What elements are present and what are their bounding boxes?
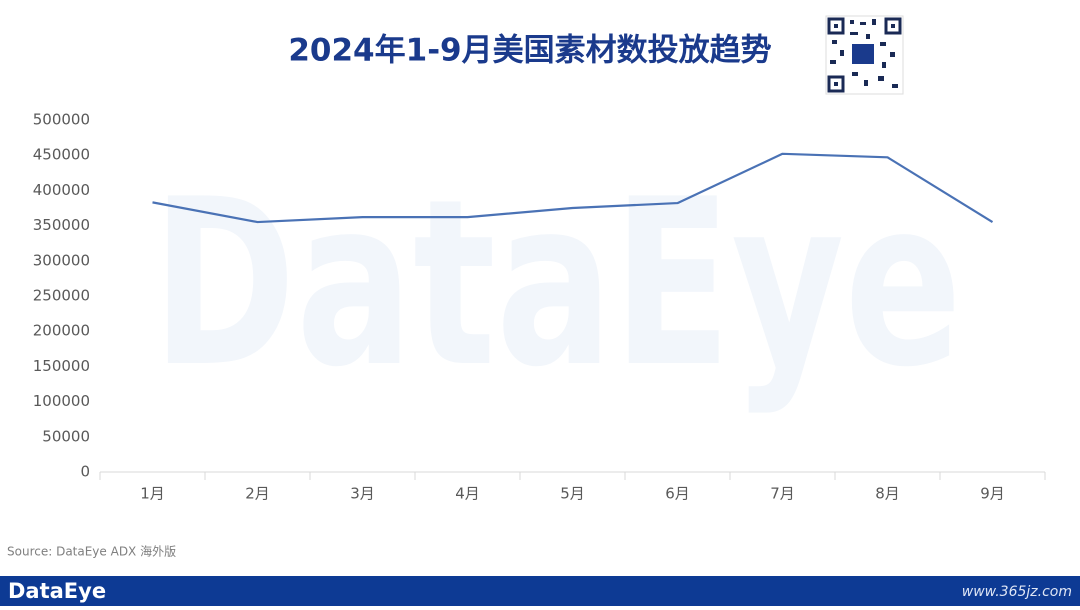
watermark: DataEye (152, 151, 962, 418)
y-tick-label: 200000 (33, 322, 90, 340)
x-tick-label: 4月 (455, 485, 480, 503)
y-tick-label: 250000 (33, 287, 90, 305)
x-tick-label: 5月 (560, 485, 585, 503)
site-watermark: www.365jz.com (962, 584, 1072, 600)
x-tick-label: 2月 (245, 485, 270, 503)
x-tick-label: 8月 (875, 485, 900, 503)
qr-code (825, 15, 904, 95)
brand: DataEye (8, 579, 106, 603)
data-line (152, 152, 994, 224)
y-tick-label: 50000 (42, 427, 90, 445)
y-tick-label: 500000 (33, 111, 90, 129)
y-tick-label: 400000 (33, 181, 90, 199)
y-tick-label: 450000 (33, 146, 90, 164)
x-tick-label: 7月 (770, 485, 795, 503)
y-tick-label: 100000 (33, 392, 90, 410)
chart-title: 2024年1-9月美国素材数投放趋势 (288, 33, 771, 69)
x-tick-label: 6月 (665, 485, 690, 503)
y-tick-label: 150000 (33, 357, 90, 375)
y-tick-label: 0 (80, 463, 90, 481)
footer-bar (0, 576, 1080, 606)
x-tick-label: 9月 (980, 485, 1005, 503)
x-tick-label: 1月 (140, 485, 165, 503)
x-tick-label: 3月 (350, 485, 375, 503)
source: Source: DataEye ADX 海外版 (7, 544, 176, 559)
y-tick-label: 350000 (33, 216, 90, 234)
y-tick-label: 300000 (33, 251, 90, 269)
